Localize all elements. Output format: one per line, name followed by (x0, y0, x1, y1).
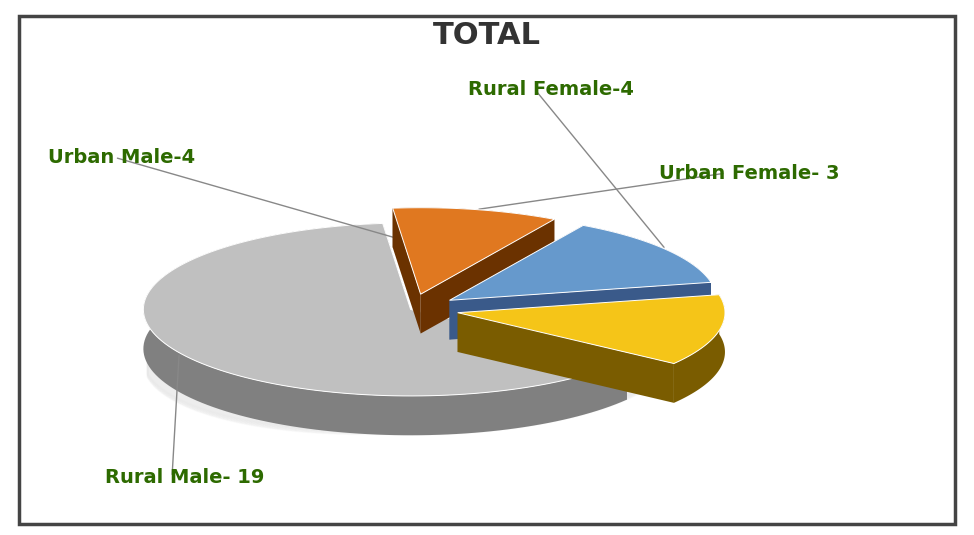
Text: TOTAL: TOTAL (433, 21, 541, 50)
Polygon shape (143, 224, 627, 396)
Polygon shape (147, 362, 661, 434)
Polygon shape (143, 224, 627, 435)
Polygon shape (674, 295, 725, 403)
Polygon shape (147, 359, 661, 431)
Polygon shape (147, 361, 661, 433)
Polygon shape (450, 282, 711, 340)
Polygon shape (393, 208, 421, 333)
Polygon shape (383, 224, 411, 349)
Polygon shape (411, 309, 627, 400)
Polygon shape (458, 312, 674, 403)
Polygon shape (393, 208, 554, 294)
Polygon shape (147, 360, 661, 432)
Polygon shape (147, 362, 661, 434)
Text: Rural Male- 19: Rural Male- 19 (105, 468, 265, 487)
Polygon shape (458, 295, 725, 363)
Polygon shape (393, 208, 554, 258)
Polygon shape (147, 361, 661, 433)
Polygon shape (583, 225, 711, 322)
Text: Rural Female-4: Rural Female-4 (468, 80, 634, 99)
Text: Urban Female- 3: Urban Female- 3 (658, 164, 840, 182)
Polygon shape (450, 225, 583, 340)
Polygon shape (450, 225, 711, 300)
Polygon shape (458, 295, 719, 352)
Polygon shape (147, 363, 661, 435)
Polygon shape (421, 219, 554, 333)
Polygon shape (147, 358, 661, 431)
Text: Urban Male-4: Urban Male-4 (48, 148, 195, 167)
